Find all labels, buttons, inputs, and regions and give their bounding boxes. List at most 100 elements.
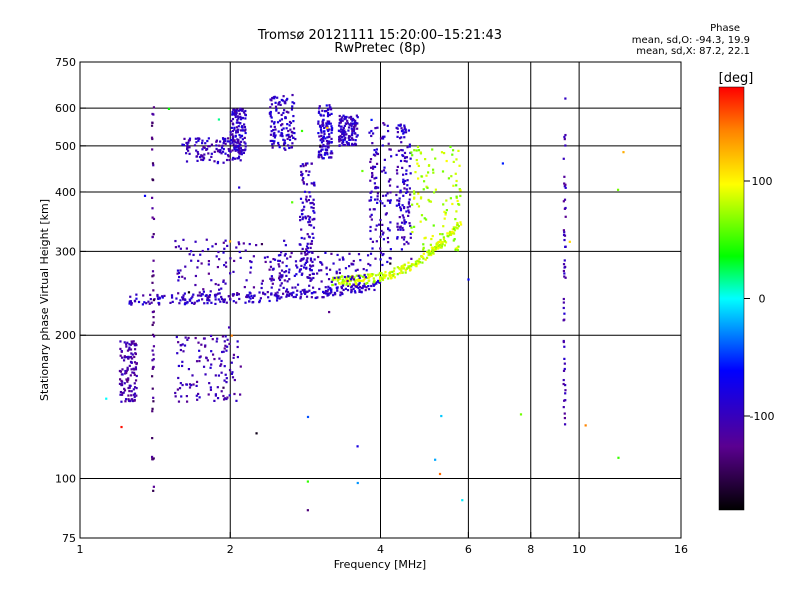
data-point <box>375 162 379 165</box>
data-point <box>198 359 201 363</box>
data-point <box>207 248 210 251</box>
data-point <box>190 297 193 300</box>
data-point <box>317 131 320 135</box>
data-point <box>430 253 433 257</box>
data-point <box>243 285 246 289</box>
data-point <box>337 276 340 279</box>
data-point <box>434 157 437 160</box>
data-point <box>452 184 455 187</box>
data-point <box>370 129 373 133</box>
data-point <box>217 250 220 254</box>
data-point <box>226 345 229 348</box>
data-point <box>305 259 308 262</box>
data-point <box>152 316 155 319</box>
data-point <box>339 137 342 140</box>
data-point <box>401 271 404 274</box>
data-point <box>202 157 206 160</box>
data-point <box>343 124 346 128</box>
data-point <box>275 108 278 111</box>
data-point <box>408 193 412 196</box>
data-point <box>301 247 304 251</box>
data-point <box>404 131 408 134</box>
data-point <box>119 393 122 396</box>
data-point <box>441 233 444 236</box>
data-point <box>222 147 225 151</box>
data-point <box>412 263 415 266</box>
data-point <box>312 209 315 213</box>
data-point <box>271 96 275 100</box>
data-point <box>419 151 422 154</box>
data-point <box>443 151 446 155</box>
data-point <box>376 152 380 156</box>
data-point <box>262 292 265 295</box>
data-point <box>417 259 420 262</box>
data-point <box>345 283 348 286</box>
data-point <box>366 276 369 280</box>
data-point <box>381 135 384 138</box>
data-point <box>176 272 179 275</box>
data-point <box>188 383 192 386</box>
data-point <box>449 233 452 236</box>
data-point <box>243 125 247 129</box>
data-point <box>410 226 413 229</box>
data-point <box>387 277 390 280</box>
data-point <box>310 296 313 299</box>
data-point <box>444 211 447 215</box>
data-point <box>398 267 401 270</box>
data-point <box>270 279 273 282</box>
data-point <box>237 117 240 120</box>
data-point <box>383 276 386 279</box>
data-point <box>327 140 330 143</box>
data-point <box>356 116 359 119</box>
data-point <box>289 121 293 125</box>
data-point <box>284 252 287 256</box>
data-point <box>374 257 377 260</box>
data-point <box>128 364 131 367</box>
data-point <box>345 122 348 126</box>
data-point <box>321 263 324 266</box>
data-point <box>125 356 128 359</box>
data-point <box>459 223 463 226</box>
data-point <box>282 95 285 98</box>
color-bar-tick-label: 0 <box>759 293 766 306</box>
data-point <box>215 255 218 258</box>
data-point <box>501 162 504 165</box>
data-point <box>217 149 220 152</box>
data-point <box>225 349 228 352</box>
data-point <box>130 394 133 397</box>
data-point <box>216 386 219 389</box>
data-point <box>382 252 385 256</box>
data-point <box>349 138 352 141</box>
data-point <box>276 297 279 300</box>
data-point <box>302 208 305 211</box>
data-point <box>401 204 404 207</box>
data-point <box>562 339 565 343</box>
data-point <box>280 276 283 279</box>
data-point <box>402 173 405 176</box>
data-point <box>222 279 225 282</box>
data-point <box>408 187 411 190</box>
data-point <box>232 139 235 142</box>
data-point <box>366 281 369 285</box>
data-point <box>202 337 206 340</box>
data-point <box>359 259 362 262</box>
data-point <box>198 356 201 359</box>
data-point <box>304 198 308 201</box>
data-point <box>236 141 239 144</box>
data-point <box>240 153 243 156</box>
data-point <box>223 340 226 343</box>
data-point <box>306 242 309 245</box>
data-point <box>273 97 276 100</box>
data-point <box>207 260 211 263</box>
data-point <box>368 208 372 211</box>
data-point <box>313 211 316 214</box>
data-point <box>185 383 189 386</box>
data-point <box>151 349 154 352</box>
data-point <box>338 118 341 121</box>
data-point <box>355 135 358 138</box>
data-point <box>310 242 313 245</box>
data-point <box>340 117 343 120</box>
data-point <box>311 260 314 264</box>
data-point <box>373 182 376 185</box>
